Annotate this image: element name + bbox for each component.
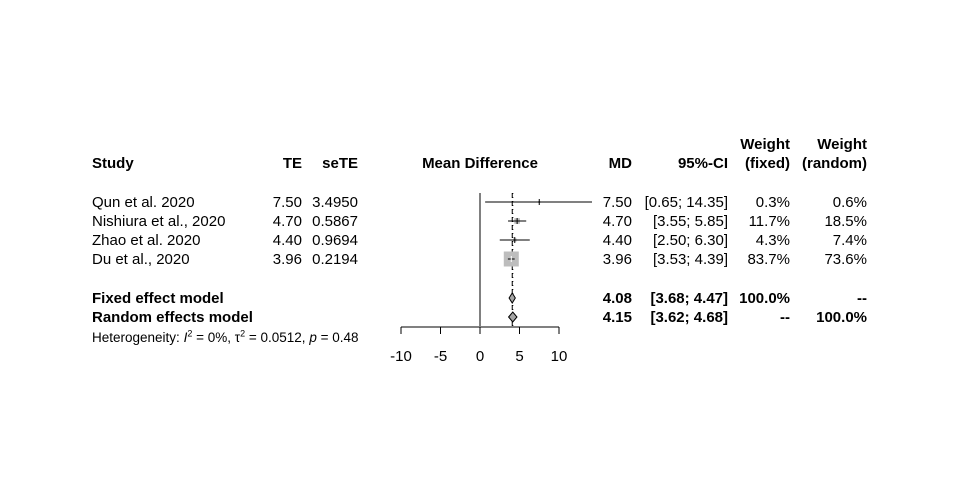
study-sete: 3.4950 bbox=[312, 194, 358, 211]
header-weight-fixed-bottom: (fixed) bbox=[745, 155, 790, 172]
study-weight-fixed: 11.7% bbox=[748, 213, 790, 230]
study-sete: 0.5867 bbox=[312, 213, 358, 230]
x-tick-label: 5 bbox=[515, 348, 523, 365]
heterogeneity-prefix: Heterogeneity: bbox=[92, 330, 184, 345]
summary-ci: [3.68; 4.47] bbox=[650, 290, 728, 307]
header-sete: seTE bbox=[322, 155, 358, 172]
study-te: 7.50 bbox=[272, 194, 302, 211]
summary-name: Random effects model bbox=[92, 309, 253, 326]
summary-diamond bbox=[508, 292, 516, 304]
study-weight-random: 0.6% bbox=[832, 194, 867, 211]
study-ci: [2.50; 6.30] bbox=[652, 232, 728, 249]
header-weight-random-top: Weight bbox=[817, 136, 867, 153]
study-name: Du et al., 2020 bbox=[92, 251, 190, 268]
summary-weight-fixed: -- bbox=[780, 309, 790, 326]
header-mean-difference: Mean Difference bbox=[422, 155, 538, 172]
study-te: 4.70 bbox=[272, 213, 302, 230]
header-weight-fixed-top: Weight bbox=[740, 136, 790, 153]
study-weight-random: 18.5% bbox=[824, 213, 867, 230]
x-tick-label: 0 bbox=[476, 348, 484, 365]
summary-md: 4.08 bbox=[602, 290, 632, 307]
x-tick-label: -5 bbox=[434, 348, 447, 365]
summary-md: 4.15 bbox=[602, 309, 632, 326]
study-te: 3.96 bbox=[272, 251, 302, 268]
study-weight-random: 73.6% bbox=[824, 251, 867, 268]
summary-weight-random: -- bbox=[857, 290, 867, 307]
heterogeneity-text: Heterogeneity: I2 = 0%, τ2 = 0.0512, p =… bbox=[92, 328, 359, 345]
study-md: 7.50 bbox=[602, 194, 632, 211]
summary-name: Fixed effect model bbox=[92, 290, 224, 307]
study-md: 4.40 bbox=[602, 232, 632, 249]
header-ci: 95%-CI bbox=[677, 155, 728, 172]
study-name: Zhao et al. 2020 bbox=[92, 232, 201, 249]
study-sete: 0.2194 bbox=[312, 251, 358, 268]
study-ci: [0.65; 14.35] bbox=[644, 194, 728, 211]
study-md: 3.96 bbox=[602, 251, 632, 268]
x-tick-label: -10 bbox=[390, 348, 412, 365]
study-weight-fixed: 83.7% bbox=[747, 251, 790, 268]
header-study: Study bbox=[92, 155, 134, 172]
study-ci: [3.53; 4.39] bbox=[652, 251, 728, 268]
heterogeneity-p: 0.48 bbox=[332, 330, 359, 345]
study-ci: [3.55; 5.85] bbox=[652, 213, 728, 230]
study-sete: 0.9694 bbox=[312, 232, 358, 249]
header-te: TE bbox=[282, 155, 302, 172]
study-md: 4.70 bbox=[602, 213, 632, 230]
summary-weight-random: 100.0% bbox=[816, 309, 867, 326]
study-weight-fixed: 0.3% bbox=[755, 194, 790, 211]
study-name: Qun et al. 2020 bbox=[92, 194, 195, 211]
heterogeneity-tau2: 0.0512 bbox=[260, 330, 302, 345]
study-weight-fixed: 4.3% bbox=[755, 232, 790, 249]
study-weight-random: 7.4% bbox=[832, 232, 867, 249]
summary-diamond bbox=[507, 311, 518, 323]
study-te: 4.40 bbox=[272, 232, 302, 249]
summary-ci: [3.62; 4.68] bbox=[650, 309, 728, 326]
header-weight-random-bottom: (random) bbox=[802, 155, 867, 172]
summary-weight-fixed: 100.0% bbox=[739, 290, 790, 307]
study-name: Nishiura et al., 2020 bbox=[92, 213, 226, 230]
header-md: MD bbox=[608, 155, 632, 172]
heterogeneity-i2: 0% bbox=[207, 330, 228, 345]
x-tick-label: 10 bbox=[551, 348, 568, 365]
